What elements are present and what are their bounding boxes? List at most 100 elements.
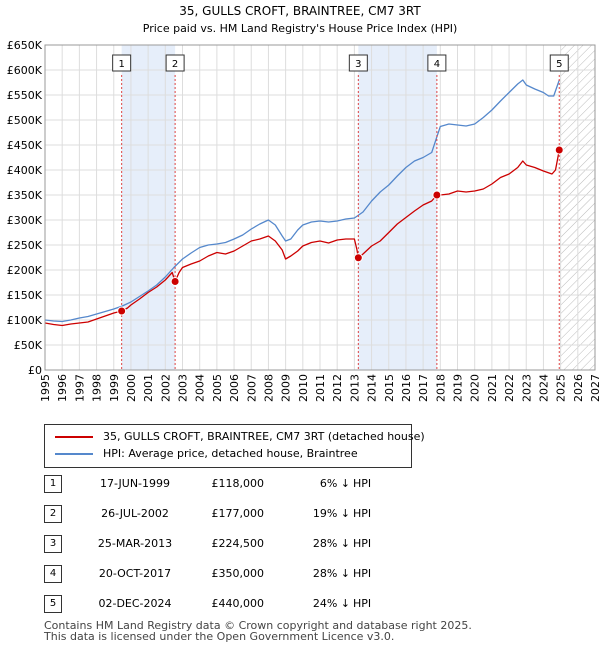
x-tick-label: 2025 — [555, 374, 568, 402]
sale-marker-box — [112, 54, 132, 72]
sale-marker-label: 2 — [172, 59, 178, 70]
sale-pct: 28% ↓ — [312, 567, 350, 580]
sale-marker-box — [427, 54, 447, 72]
legend-swatch-hpi — [55, 453, 93, 455]
sale-point — [554, 145, 564, 155]
sale-marker-label: 5 — [556, 59, 562, 70]
sale-number: 1 — [44, 475, 62, 493]
sale-pct: 28% ↓ — [312, 537, 350, 550]
x-tick-label: 2005 — [211, 374, 224, 402]
y-tick-label: £100K — [7, 314, 43, 327]
sale-hpi: HPI — [353, 477, 372, 490]
sale-hpi: HPI — [353, 537, 372, 550]
sale-hpi: HPI — [353, 567, 372, 580]
legend-item-hpi: HPI: Average price, detached house, Brai… — [55, 446, 358, 462]
sale-marker-label: 4 — [434, 59, 440, 70]
sale-number: 5 — [44, 595, 62, 613]
price-chart: 35, GULLS CROFT, BRAINTREE, CM7 3RT Pric… — [7, 4, 600, 402]
x-tick-label: 2013 — [348, 374, 361, 402]
x-tick-label: 2027 — [589, 374, 600, 402]
y-tick-label: £150K — [7, 289, 43, 302]
y-tick-label: £450K — [7, 139, 43, 152]
x-tick-label: 2020 — [469, 374, 482, 402]
x-tick-label: 2006 — [228, 374, 241, 402]
x-tick-label: 1998 — [91, 374, 104, 402]
x-tick-label: 2003 — [177, 374, 190, 402]
footer-copyright: Contains HM Land Registry data © Crown c… — [44, 619, 472, 632]
x-tick-label: 2007 — [245, 374, 258, 402]
y-tick-label: £600K — [7, 64, 43, 77]
legend-item-property: 35, GULLS CROFT, BRAINTREE, CM7 3RT (det… — [55, 429, 425, 445]
sale-point — [170, 277, 180, 286]
hpi-series-line — [45, 79, 560, 323]
y-tick-label: £550K — [7, 89, 43, 102]
x-tick-label: 2016 — [400, 374, 413, 402]
x-tick-label: 2004 — [194, 374, 207, 402]
sale-marker-box — [165, 54, 185, 72]
sale-pct: 6% ↓ — [319, 477, 350, 490]
sale-number: 3 — [44, 535, 62, 553]
sale-marker-label: 1 — [118, 59, 124, 70]
sale-point — [117, 306, 127, 316]
sale-marker-label: 3 — [355, 59, 361, 70]
sale-marker-box — [348, 54, 368, 72]
footer-licence: This data is licensed under the Open Gov… — [44, 630, 395, 643]
x-tick-label: 2001 — [142, 374, 155, 402]
sale-number: 2 — [44, 505, 62, 523]
x-tick-label: 2021 — [486, 374, 499, 402]
legend: 35, GULLS CROFT, BRAINTREE, CM7 3RT (det… — [44, 424, 425, 468]
x-tick-label: 2019 — [452, 374, 465, 402]
sale-row: 1 17-JUN-1999 £118,000 6% ↓ HPI — [40, 474, 560, 494]
sale-row: 5 02-DEC-2024 £440,000 24% ↓ HPI — [40, 594, 560, 614]
x-tick-label: 2024 — [537, 374, 550, 402]
x-tick-label: 2023 — [520, 374, 533, 402]
sale-price: £118,000 — [211, 477, 265, 490]
sale-hpi: HPI — [353, 507, 372, 520]
x-tick-label: 2009 — [280, 374, 293, 402]
sale-date: 17-JUN-1999 — [99, 477, 171, 490]
sale-pct: 24% ↓ — [312, 597, 350, 610]
sale-hpi: HPI — [353, 597, 372, 610]
legend-label-hpi: HPI: Average price, detached house, Brai… — [103, 447, 358, 460]
sale-date: 20-OCT-2017 — [98, 567, 172, 580]
sale-date: 26-JUL-2002 — [101, 507, 169, 520]
sale-price: £350,000 — [211, 567, 265, 580]
marker-layer: 1 2 3 4 5 — [112, 54, 569, 370]
x-tick-label: 2012 — [331, 374, 344, 402]
chart-subtitle: Price paid vs. HM Land Registry's House … — [143, 22, 458, 35]
y-tick-label: £650K — [7, 39, 43, 52]
x-tick-label: 2017 — [417, 374, 430, 402]
x-tick-label: 2011 — [314, 374, 327, 402]
property-series-line — [45, 149, 560, 327]
sale-price: £177,000 — [211, 507, 265, 520]
y-tick-label: £400K — [7, 164, 43, 177]
sale-row: 2 26-JUL-2002 £177,000 19% ↓ HPI — [40, 504, 560, 524]
x-tick-label: 2008 — [262, 374, 275, 402]
plot-border — [44, 44, 596, 371]
sale-row: 3 25-MAR-2013 £224,500 28% ↓ HPI — [40, 534, 560, 554]
sale-number: 4 — [44, 565, 62, 583]
x-tick-label: 2002 — [159, 374, 172, 402]
footer: Contains HM Land Registry data © Crown c… — [44, 620, 564, 642]
sale-marker-box — [549, 54, 569, 72]
x-tick-label: 2010 — [297, 374, 310, 402]
sale-price: £440,000 — [211, 597, 265, 610]
sale-date: 25-MAR-2013 — [97, 537, 173, 550]
y-tick-label: £250K — [7, 239, 43, 252]
axis-layer: £0 £50K £100K £150K £200K £250K £300K £350K £400… — [7, 39, 600, 402]
series-layer — [45, 79, 560, 327]
y-tick-label: £500K — [7, 114, 43, 127]
x-tick-label: 2022 — [503, 374, 516, 402]
legend-label-property: 35, GULLS CROFT, BRAINTREE, CM7 3RT (det… — [103, 430, 425, 443]
shaded-period — [358, 45, 437, 370]
x-tick-label: 1997 — [73, 374, 86, 402]
x-tick-label: 1995 — [39, 374, 52, 402]
x-tick-label: 1996 — [56, 374, 69, 402]
x-tick-label: 2026 — [572, 374, 585, 402]
sale-row: 4 20-OCT-2017 £350,000 28% ↓ HPI — [40, 564, 560, 584]
x-tick-label: 2015 — [383, 374, 396, 402]
y-tick-label: £350K — [7, 189, 43, 202]
y-tick-label: £0 — [28, 364, 42, 377]
x-tick-label: 1999 — [108, 374, 121, 402]
